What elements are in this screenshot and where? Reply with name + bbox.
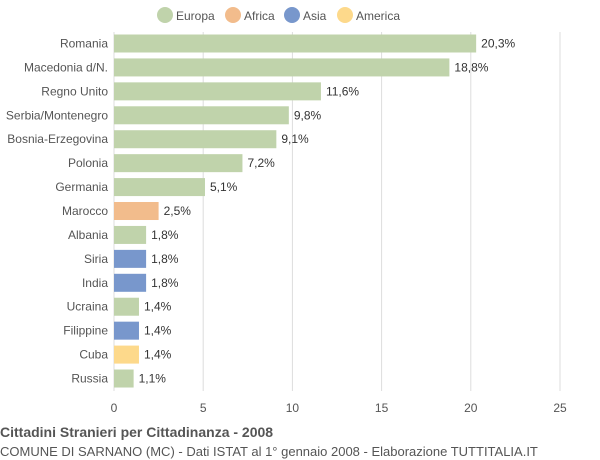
- value-label-serbia-montenegro: 9,8%: [294, 108, 322, 122]
- category-labels: Romania Macedonia d/N. Regno Unito Serbia/M…: [6, 37, 108, 386]
- legend-item-europa: Europa: [157, 7, 215, 23]
- category-label-bosnia-erzegovina: Bosnia-Erzegovina: [7, 132, 108, 146]
- value-label-siria: 1,8%: [151, 252, 179, 266]
- value-label-russia: 1,1%: [139, 372, 167, 386]
- category-label-serbia-montenegro: Serbia/Montenegro: [6, 108, 108, 122]
- legend-label-europa: Europa: [176, 9, 215, 23]
- category-label-india: India: [82, 276, 108, 290]
- bar-polonia: [114, 154, 243, 173]
- legend-swatch-asia: [284, 7, 300, 23]
- value-label-germania: 5,1%: [210, 180, 238, 194]
- category-label-russia: Russia: [71, 372, 108, 386]
- category-label-romania: Romania: [60, 37, 108, 51]
- x-tick-label: 10: [286, 401, 300, 415]
- legend-label-asia: Asia: [303, 9, 327, 23]
- value-label-albania: 1,8%: [151, 228, 179, 242]
- value-label-cuba: 1,4%: [144, 348, 172, 362]
- legend-item-asia: Asia: [284, 7, 327, 23]
- bar-india: [114, 273, 147, 292]
- x-axis-ticks: 0 5 10 15 20 25: [111, 401, 567, 415]
- bar-bosnia-erzegovina: [114, 130, 277, 149]
- category-label-polonia: Polonia: [68, 156, 108, 170]
- value-label-polonia: 7,2%: [247, 156, 275, 170]
- category-label-cuba: Cuba: [79, 348, 108, 362]
- category-label-macedonia-d-n: Macedonia d/N.: [24, 60, 108, 74]
- x-tick-label: 25: [553, 401, 567, 415]
- bars: [114, 34, 477, 388]
- bar-chart: Europa Africa Asia America Romania Macedonia…: [6, 7, 567, 415]
- x-tick-label: 0: [111, 401, 118, 415]
- bar-cuba: [114, 345, 139, 364]
- bar-filippine: [114, 321, 139, 340]
- category-label-regno-unito: Regno Unito: [41, 84, 108, 98]
- value-label-macedonia-d-n: 18,8%: [454, 60, 488, 74]
- value-label-filippine: 1,4%: [144, 324, 172, 338]
- bar-ucraina: [114, 297, 139, 316]
- category-label-albania: Albania: [68, 228, 108, 242]
- legend-swatch-africa: [225, 7, 241, 23]
- legend-label-africa: Africa: [244, 9, 275, 23]
- value-label-ucraina: 1,4%: [144, 300, 172, 314]
- x-tick-label: 20: [464, 401, 478, 415]
- x-tick-label: 15: [375, 401, 389, 415]
- category-label-siria: Siria: [84, 252, 108, 266]
- legend-item-america: America: [337, 7, 400, 23]
- value-labels: 20,3% 18,8% 11,6% 9,8% 9,1% 7,2% 5,1% 2,5% 1,8% 1…: [139, 37, 516, 386]
- chart-subtitle: COMUNE DI SARNANO (MC) - Dati ISTAT al 1…: [0, 444, 538, 459]
- bar-russia: [114, 369, 134, 388]
- legend-swatch-europa: [157, 7, 173, 23]
- category-label-marocco: Marocco: [62, 204, 108, 218]
- value-label-india: 1,8%: [151, 276, 179, 290]
- legend-label-america: America: [356, 9, 400, 23]
- bar-macedonia-d-n: [114, 58, 450, 77]
- legend-swatch-america: [337, 7, 353, 23]
- x-tick-label: 5: [200, 401, 207, 415]
- value-label-bosnia-erzegovina: 9,1%: [281, 132, 309, 146]
- bar-serbia-montenegro: [114, 106, 289, 125]
- value-label-marocco: 2,5%: [164, 204, 192, 218]
- bar-albania: [114, 225, 147, 244]
- bar-siria: [114, 249, 147, 268]
- legend: Europa Africa Asia America: [157, 7, 400, 23]
- category-label-ucraina: Ucraina: [67, 300, 109, 314]
- bar-marocco: [114, 202, 159, 221]
- category-label-germania: Germania: [55, 180, 108, 194]
- bar-romania: [114, 34, 477, 53]
- category-label-filippine: Filippine: [63, 324, 108, 338]
- legend-item-africa: Africa: [225, 7, 275, 23]
- bar-germania: [114, 178, 205, 197]
- chart-title: Cittadini Stranieri per Cittadinanza - 2…: [0, 424, 274, 440]
- value-label-regno-unito: 11,6%: [326, 84, 359, 98]
- bar-regno-unito: [114, 82, 321, 101]
- value-label-romania: 20,3%: [481, 37, 515, 51]
